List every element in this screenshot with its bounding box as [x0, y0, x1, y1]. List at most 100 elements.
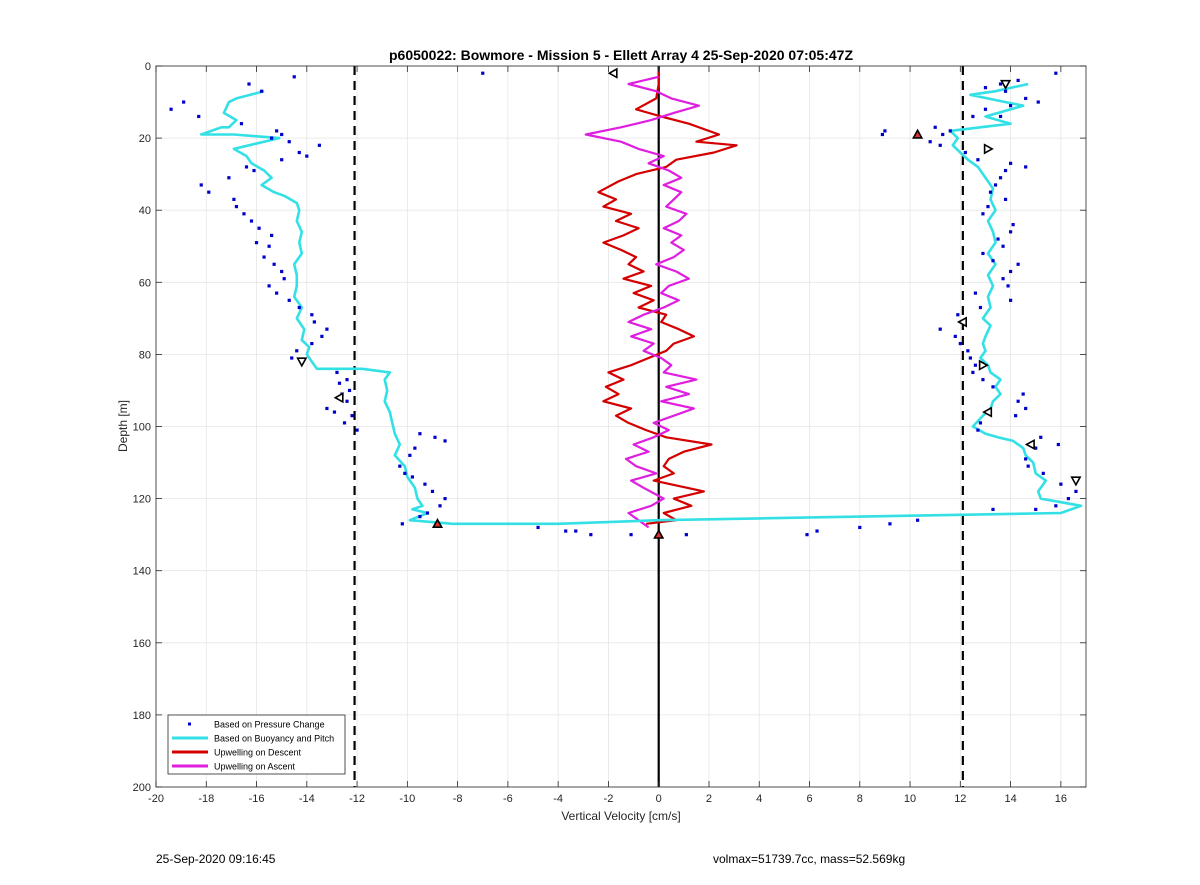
pressure-change-point	[418, 432, 422, 436]
pressure-change-point	[883, 129, 887, 133]
pressure-change-point	[335, 370, 339, 375]
pressure-change-point	[1008, 230, 1013, 234]
pressure-change-point	[1054, 71, 1058, 75]
pressure-change-point	[915, 518, 920, 522]
pressure-change-point	[259, 89, 264, 93]
pressure-change-point	[254, 241, 259, 245]
pressure-change-point	[355, 428, 359, 432]
pressure-change-point	[888, 522, 892, 526]
pressure-change-point	[998, 114, 1003, 119]
pressure-change-point	[574, 529, 578, 533]
pressure-change-point	[1024, 406, 1028, 411]
pressure-change-point	[297, 305, 301, 310]
pressure-change-point	[234, 204, 239, 209]
pressure-change-point	[1014, 414, 1018, 418]
pressure-change-point	[938, 327, 942, 331]
waypoint-marker	[982, 406, 993, 418]
pressure-change-point	[1021, 392, 1025, 396]
pressure-change-point	[345, 378, 349, 382]
upwelling-on-ascentline	[584, 75, 701, 529]
pressure-change-point	[956, 313, 960, 317]
waypoint-marker	[1070, 476, 1082, 487]
x-tick-label: 6	[806, 793, 812, 805]
x-tick-label: 2	[706, 793, 712, 805]
pressure-change-point	[968, 356, 972, 360]
x-tick-label: 10	[904, 793, 916, 805]
pressure-change-point	[1008, 269, 1013, 274]
y-tick-label: 60	[139, 277, 151, 289]
waypoint-marker	[653, 528, 665, 539]
pressure-change-point	[282, 277, 286, 281]
pressure-change-point	[880, 132, 885, 137]
pressure-change-point	[993, 183, 998, 187]
x-tick-label: -14	[299, 793, 315, 805]
pressure-change-point	[933, 125, 937, 129]
pressure-change-point	[275, 291, 279, 295]
x-axis-label: Vertical Velocity [cm/s]	[561, 809, 680, 823]
pressure-change-point	[325, 406, 329, 411]
pressure-change-point	[350, 414, 354, 418]
x-tick-label: 16	[1055, 793, 1067, 805]
pressure-change-point	[1059, 482, 1063, 486]
markers-layer	[296, 67, 1082, 539]
y-tick-label: 80	[139, 349, 151, 361]
pressure-change-point	[438, 504, 442, 508]
pressure-change-point	[433, 435, 437, 439]
y-tick-label: 100	[133, 422, 151, 434]
pressure-change-point	[976, 428, 980, 432]
waypoint-marker	[333, 392, 344, 404]
pressure-change-point	[169, 107, 173, 111]
pressure-change-point	[1024, 457, 1028, 461]
pressure-change-point	[973, 363, 978, 367]
pressure-change-point	[928, 140, 932, 144]
pressure-change-point	[425, 511, 430, 515]
pressure-change-point	[941, 132, 945, 137]
pressure-change-point	[239, 122, 244, 126]
pressure-change-point	[536, 525, 540, 530]
pressure-change-point	[589, 533, 593, 537]
pressure-change-point	[1041, 471, 1045, 475]
pressure-change-point	[983, 107, 988, 111]
x-tick-label: -4	[553, 793, 563, 805]
pressure-change-point	[978, 421, 983, 425]
pressure-change-point	[312, 320, 316, 324]
pressure-change-point	[270, 233, 274, 238]
pressure-change-point	[858, 525, 862, 530]
pressure-change-point	[287, 298, 291, 302]
pressure-change-point	[1008, 104, 1013, 108]
pressure-change-point	[1036, 100, 1040, 104]
pressure-change-point	[805, 533, 809, 537]
pressure-change-point	[1016, 78, 1020, 83]
pressure-change-point	[290, 356, 294, 360]
pressure-change-point	[1003, 197, 1008, 201]
x-tick-label: -6	[503, 793, 513, 805]
pressure-change-point	[267, 244, 271, 248]
x-tick-label: 4	[756, 793, 762, 805]
x-tick-label: 14	[1004, 793, 1016, 805]
pressure-change-point	[227, 176, 231, 180]
pressure-change-point	[280, 158, 284, 162]
pressure-change-point	[1024, 165, 1028, 169]
pressure-change-point	[270, 136, 274, 140]
pressure-change-point	[257, 226, 261, 230]
pressure-change-point	[332, 410, 337, 414]
x-tick-label: -2	[604, 793, 614, 805]
pressure-change-point	[310, 313, 314, 317]
pressure-change-point	[252, 168, 256, 173]
y-tick-label: 120	[133, 494, 151, 506]
pressure-change-point	[986, 204, 990, 209]
glider-info-footer: volmax=51739.7cc, mass=52.569kg	[713, 852, 906, 866]
y-axis-label: Depth [m]	[116, 400, 130, 452]
x-tick-label: -18	[198, 793, 214, 805]
pressure-change-point	[1039, 435, 1043, 439]
pressure-change-point	[413, 446, 417, 450]
x-tick-label: -20	[148, 793, 164, 805]
pressure-change-point	[1003, 89, 1008, 93]
pressure-change-point	[966, 349, 970, 353]
pressure-change-point	[275, 129, 279, 133]
y-tick-label: 160	[133, 638, 151, 650]
pressure-change-point	[981, 251, 985, 256]
pressure-change-point	[815, 529, 819, 533]
x-tick-label: -10	[399, 793, 415, 805]
